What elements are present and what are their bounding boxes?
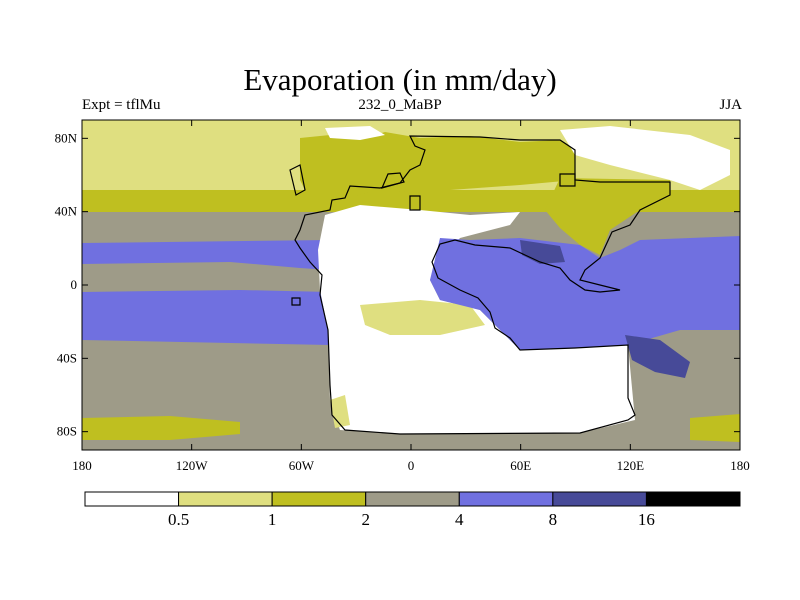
legend-label: 8 <box>549 510 558 529</box>
legend-label: 16 <box>638 510 655 529</box>
land-north-cold <box>560 126 730 190</box>
inner-coast-1 <box>380 172 405 189</box>
period-label: 232_0_MaBP <box>358 97 442 113</box>
legend-swatch <box>552 491 647 507</box>
x-tick-label: 120E <box>617 458 645 473</box>
map-title: Evaporation (in mm/day) <box>243 62 557 97</box>
legend-label: 0.5 <box>168 510 189 529</box>
ocean-east-high <box>430 236 740 350</box>
y-tick-label: 80S <box>57 424 77 439</box>
map-field <box>82 120 740 450</box>
y-tick-label: 0 <box>71 277 78 292</box>
x-tick-label: 0 <box>408 458 415 473</box>
band-west-tropical-high <box>82 240 330 345</box>
land-north-cold-2 <box>325 126 385 140</box>
y-axis-ticks: 80N 40N 0 40S 80S <box>55 130 740 439</box>
legend-swatch <box>271 491 367 507</box>
y-tick-label: 40S <box>57 350 77 365</box>
band-south-east <box>690 414 740 442</box>
coastlines <box>289 135 671 435</box>
legend-swatch <box>458 491 554 507</box>
ocean-east-very-high <box>625 335 690 378</box>
band-west-equator <box>82 262 330 292</box>
x-tick-label: 120W <box>176 458 209 473</box>
season-label: JJA <box>719 97 742 113</box>
island-3 <box>291 297 301 306</box>
continent-coastline <box>294 135 671 435</box>
legend-label: 4 <box>455 510 464 529</box>
island-2 <box>559 173 576 187</box>
island-1 <box>289 164 306 196</box>
land-north-mid <box>300 132 575 200</box>
land-interior-patch <box>360 300 485 335</box>
legend-swatch <box>84 491 180 507</box>
land-east-arm <box>545 178 670 255</box>
land-south-patch <box>330 395 350 428</box>
band-south-mid <box>82 416 240 440</box>
legend-swatch <box>178 491 273 507</box>
x-tick-label: 180 <box>730 458 750 473</box>
x-tick-label: 180 <box>72 458 92 473</box>
x-tick-label: 60E <box>510 458 531 473</box>
legend-label: 2 <box>361 510 370 529</box>
legend-swatch <box>365 491 460 507</box>
y-tick-label: 80N <box>55 130 78 145</box>
inner-coast-2 <box>409 195 421 211</box>
legend-swatch <box>645 491 741 507</box>
x-axis-ticks: 180 120W 60W 0 60E 120E 180 <box>72 120 750 473</box>
x-tick-label: 60W <box>289 458 315 473</box>
legend-label: 1 <box>268 510 277 529</box>
experiment-label: Expt = tflMu <box>82 97 161 113</box>
y-tick-label: 40N <box>55 204 78 219</box>
color-legend: 0.5 1 2 4 8 16 <box>84 491 741 529</box>
